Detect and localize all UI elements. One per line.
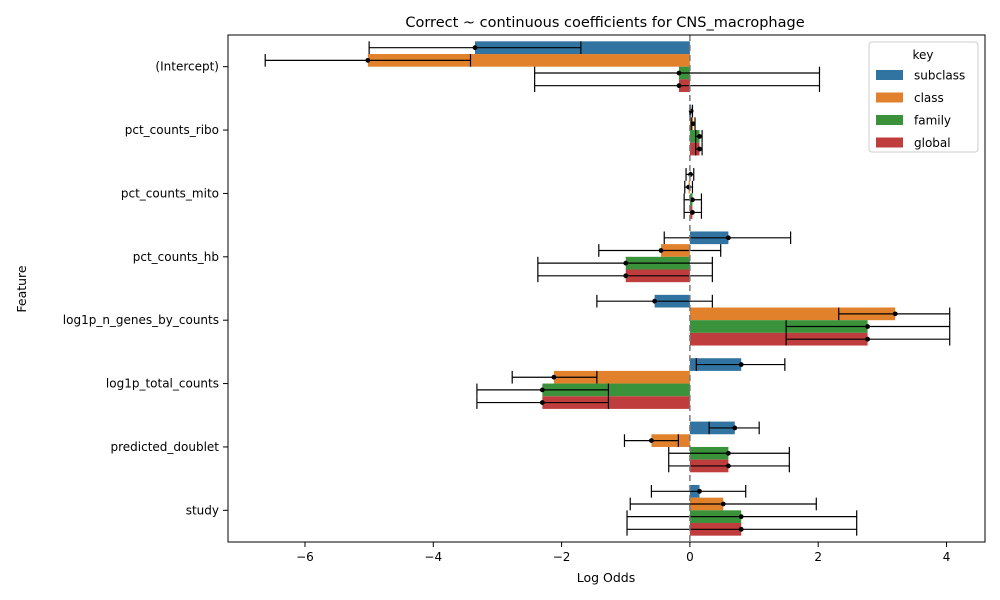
point-subclass-4 xyxy=(652,298,658,304)
point-subclass-5 xyxy=(738,362,744,367)
bar-class-4 xyxy=(689,307,896,321)
point-subclass-6 xyxy=(732,425,738,431)
legend-swatch-subclass xyxy=(876,70,903,80)
error-bars-layer xyxy=(264,41,951,536)
y-tick-label-7: study xyxy=(186,503,219,517)
point-global-3 xyxy=(623,273,629,279)
legend-items: subclass class family global xyxy=(876,69,965,150)
legend: key subclass class family global xyxy=(868,41,979,153)
bar-global-1 xyxy=(689,142,700,156)
point-family-3 xyxy=(623,260,629,266)
y-axis-label: Feature xyxy=(14,265,29,313)
point-class-5 xyxy=(551,374,557,380)
point-family-5 xyxy=(539,387,545,393)
point-family-4 xyxy=(865,324,871,329)
bar-global-5 xyxy=(542,396,690,409)
y-tick-label-0: (Intercept) xyxy=(155,60,219,74)
point-family-6 xyxy=(725,450,731,456)
bar-family-5 xyxy=(542,383,690,397)
point-global-6 xyxy=(725,463,731,469)
y-tick-label-3: pct_counts_hb xyxy=(133,250,219,264)
bar-family-1 xyxy=(689,130,700,143)
plot-frame xyxy=(227,34,986,543)
legend-label-family: family xyxy=(914,114,951,128)
x-axis-label: Log Odds xyxy=(577,570,636,585)
y-tick-label-6: predicted_doublet xyxy=(110,440,219,454)
point-global-4 xyxy=(865,336,871,342)
point-family-7 xyxy=(738,514,744,520)
point-class-7 xyxy=(720,501,726,507)
point-global-2 xyxy=(690,210,695,215)
x-axis-ticks: −6 −4 −2 0 2 4 xyxy=(296,542,950,564)
x-tick-label-5: 4 xyxy=(943,550,951,564)
point-class-4 xyxy=(892,311,898,317)
chart-title: Correct ~ continuous coefficients for CN… xyxy=(405,15,804,31)
point-class-6 xyxy=(649,438,654,443)
point-class-3 xyxy=(658,248,664,253)
bar-subclass-0 xyxy=(474,41,690,55)
legend-label-global: global xyxy=(914,136,951,150)
point-subclass-3 xyxy=(725,235,731,241)
point-subclass-7 xyxy=(697,488,702,494)
point-family-0 xyxy=(676,70,682,76)
bar-family-4 xyxy=(689,320,868,333)
point-subclass-0 xyxy=(472,45,478,51)
x-tick-label-3: 0 xyxy=(686,550,694,564)
x-tick-label-1: −4 xyxy=(424,550,442,564)
point-class-1 xyxy=(690,121,696,127)
bar-class-5 xyxy=(553,370,690,384)
bar-class-0 xyxy=(367,54,690,67)
legend-label-subclass: subclass xyxy=(914,69,965,83)
legend-swatch-global xyxy=(876,137,903,148)
point-global-0 xyxy=(676,83,682,89)
x-tick-label-4: 2 xyxy=(814,550,822,564)
bar-global-4 xyxy=(689,332,868,346)
point-family-1 xyxy=(697,134,702,139)
point-global-7 xyxy=(738,526,744,532)
legend-label-class: class xyxy=(914,91,944,105)
point-global-5 xyxy=(539,400,545,405)
point-class-0 xyxy=(365,57,371,63)
x-tick-label-0: −6 xyxy=(296,550,314,564)
x-tick-label-2: −2 xyxy=(553,550,571,564)
y-tick-label-1: pct_counts_ribo xyxy=(125,123,219,137)
y-tick-label-5: log1p_total_counts xyxy=(106,377,219,391)
legend-swatch-class xyxy=(876,92,903,103)
y-tick-label-2: pct_counts_mito xyxy=(121,186,219,200)
legend-title: key xyxy=(912,48,933,62)
legend-swatch-family xyxy=(876,115,903,125)
point-global-1 xyxy=(697,146,702,152)
y-tick-label-4: log1p_n_genes_by_counts xyxy=(63,313,219,327)
point-family-2 xyxy=(690,197,695,203)
bars-layer xyxy=(367,41,896,536)
y-axis-ticks: (Intercept) pct_counts_ribo pct_counts_mit… xyxy=(63,60,228,517)
